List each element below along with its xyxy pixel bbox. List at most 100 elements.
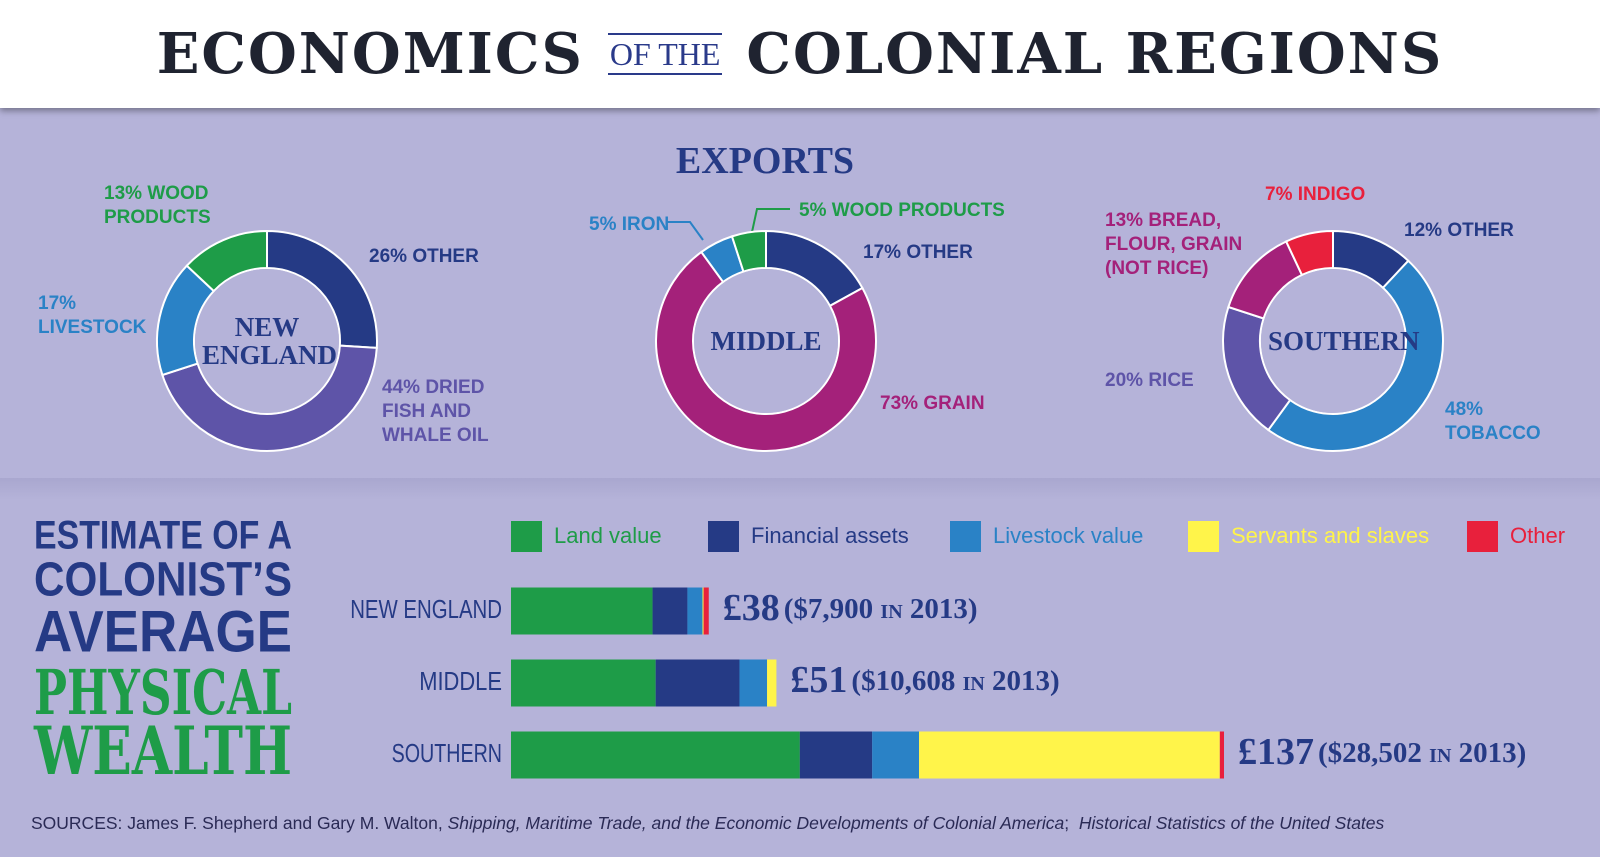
- donut-segment: [655, 250, 877, 452]
- bar-segment: [919, 731, 1220, 779]
- category-label: SOUTHERN: [392, 738, 502, 768]
- source-text: Shipping, Maritime Trade, and the Econom…: [447, 813, 1065, 833]
- slice-label: 20% RICE: [1105, 369, 1194, 393]
- bar-segment: [511, 659, 656, 707]
- leader-line: [666, 221, 704, 241]
- legend-swatch: [511, 521, 542, 552]
- slice-value-label: 7%: [1265, 184, 1293, 205]
- wealth-title-line: ESTIMATE OF A: [34, 514, 292, 558]
- slice-label: 5% IRON: [589, 213, 669, 237]
- total-value: £137: [1238, 731, 1314, 773]
- legend-label: Other: [1510, 523, 1565, 548]
- bar-segment: [872, 731, 920, 779]
- legend-label: Livestock value: [993, 523, 1143, 548]
- total-note: ($10,608 in 2013): [851, 665, 1059, 697]
- category-label: MIDDLE: [419, 666, 502, 696]
- bar-segment: [511, 731, 800, 779]
- slice-value-label: 20%: [1105, 370, 1144, 391]
- slice-label: 13% WOOD PRODUCTS: [104, 182, 219, 230]
- donut-hole: [195, 269, 339, 413]
- slice-value-label: 44%: [382, 377, 421, 398]
- legend-label: Land value: [554, 523, 662, 548]
- slice-value-label: 5%: [799, 200, 827, 221]
- legend-swatch: [708, 521, 739, 552]
- slice-label: 7% INDIGO: [1265, 183, 1365, 207]
- header: ECONOMICS OF THE COLONIAL REGIONS: [0, 0, 1600, 108]
- total-note: ($28,502 in 2013): [1318, 737, 1526, 769]
- slice-category: DRIED FISH AND WHALE OIL: [382, 377, 489, 446]
- slice-value-label: 48%: [1445, 399, 1484, 420]
- slice-value-label: 73%: [880, 393, 919, 414]
- slice-category: INDIGO: [1297, 184, 1366, 205]
- wealth-title-line: PHYSICAL: [34, 656, 292, 729]
- donut-segment: [185, 229, 268, 293]
- slice-category: IRON: [621, 214, 670, 235]
- sources: SOURCES: James F. Shepherd and Gary M. W…: [31, 813, 1384, 834]
- bar-segment: [703, 587, 709, 635]
- total-label: £38 ($7,900 in 2013): [723, 587, 978, 629]
- slice-label: 17% LIVESTOCK: [38, 292, 148, 340]
- donut-segment: [161, 344, 378, 452]
- bar-segment: [687, 587, 703, 635]
- donut-center-label: MIDDLE: [710, 326, 822, 356]
- wealth-title-line: WEALTH: [33, 712, 292, 790]
- slice-value-label: 12%: [1404, 220, 1443, 241]
- donut-hole: [1261, 269, 1405, 413]
- bar-segment: [799, 731, 873, 779]
- legend-label: Financial assets: [751, 523, 909, 548]
- total-value: £38: [723, 587, 780, 629]
- title-part: ECONOMICS: [156, 21, 584, 87]
- bar-segment: [1219, 731, 1224, 779]
- slice-category: OTHER: [906, 242, 973, 263]
- slice-category: GRAIN: [923, 393, 985, 414]
- title-part: OF THE: [607, 33, 723, 75]
- bar-segment: [511, 587, 653, 635]
- total-value: £51: [790, 659, 847, 701]
- legend-swatch: [1188, 521, 1219, 552]
- slice-category: WOOD PRODUCTS: [831, 200, 1005, 221]
- slice-label: 12% OTHER: [1404, 219, 1514, 243]
- total-note: ($7,900 in 2013): [784, 593, 978, 625]
- bar-segment: [655, 659, 740, 707]
- slice-category: WOOD PRODUCTS: [104, 183, 211, 228]
- category-label: NEW ENGLAND: [350, 594, 502, 624]
- slice-category: TOBACCO: [1445, 423, 1541, 444]
- slice-label: 48% TOBACCO: [1445, 398, 1545, 446]
- slice-value-label: 17%: [863, 242, 902, 263]
- total-label: £51 ($10,608 in 2013): [790, 659, 1059, 701]
- slice-label: 5% WOOD PRODUCTS: [799, 199, 1005, 223]
- legend-swatch: [950, 521, 981, 552]
- donut-center-label: NEW ENGLAND: [202, 312, 338, 370]
- slice-category: OTHER: [1447, 220, 1514, 241]
- source-text: Historical Statistics of the United Stat…: [1078, 813, 1385, 833]
- bar-segment: [702, 587, 704, 635]
- slice-value-label: 13%: [1105, 210, 1144, 231]
- leader-line: [751, 208, 790, 233]
- source-text: ;: [1064, 813, 1079, 833]
- section-title: EXPORTS: [675, 140, 855, 182]
- total-label: £137 ($28,502 in 2013): [1238, 731, 1526, 773]
- slice-value-label: 17%: [38, 293, 77, 314]
- slice-label: 26% OTHER: [369, 245, 479, 269]
- donut-segment: [1266, 259, 1444, 453]
- separator: [0, 478, 1600, 500]
- slice-value-label: 26%: [369, 246, 408, 267]
- slice-category: RICE: [1148, 370, 1194, 391]
- slice-label: 17% OTHER: [863, 241, 973, 265]
- bar-segment: [739, 659, 768, 707]
- bar-segment: [767, 659, 777, 707]
- donut-segment: [730, 229, 767, 273]
- slice-category: LIVESTOCK: [38, 317, 147, 338]
- slice-category: OTHER: [412, 246, 479, 267]
- slice-value-label: 5%: [589, 214, 617, 235]
- source-text: SOURCES: James F. Shepherd and Gary M. W…: [31, 813, 448, 833]
- slice-value-label: 13%: [104, 183, 143, 204]
- bar-segment: [652, 587, 688, 635]
- slice-label: 73% GRAIN: [880, 392, 985, 416]
- slice-category: BREAD, FLOUR, GRAIN (NOT RICE): [1105, 210, 1243, 279]
- donut-center-label: SOUTHERN: [1268, 326, 1420, 356]
- wealth-title-line: AVERAGE: [34, 599, 292, 664]
- legend-swatch: [1467, 521, 1498, 552]
